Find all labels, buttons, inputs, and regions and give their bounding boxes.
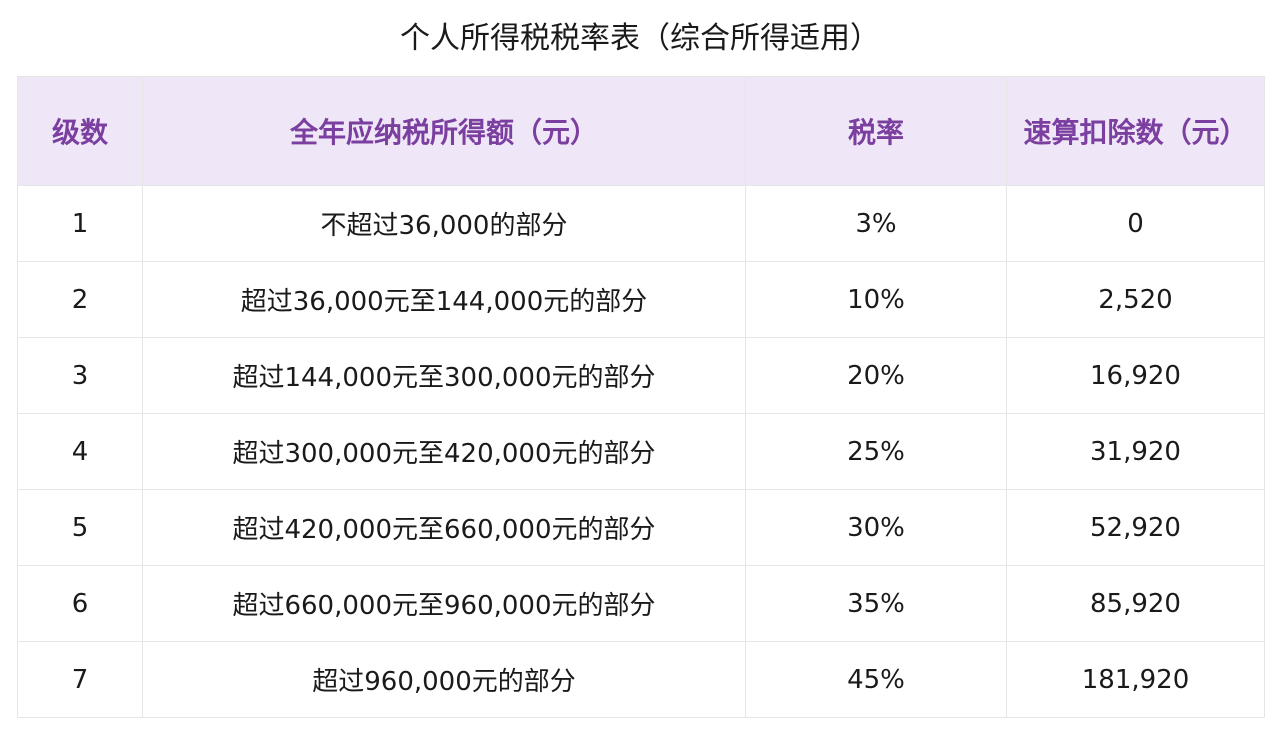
table-row: 7 超过960,000元的部分 45% 181,920 bbox=[17, 641, 1265, 718]
page-title: 个人所得税税率表（综合所得适用） bbox=[400, 21, 880, 56]
cell-tax-rate: 45% bbox=[745, 641, 1007, 718]
header-level: 级数 bbox=[17, 76, 143, 186]
cell-level: 7 bbox=[17, 641, 143, 718]
cell-taxable-income: 超过660,000元至960,000元的部分 bbox=[142, 565, 746, 642]
table-header: 级数 全年应纳税所得额（元） 税率 速算扣除数（元） bbox=[17, 76, 1265, 186]
header-row: 级数 全年应纳税所得额（元） 税率 速算扣除数（元） bbox=[17, 76, 1265, 186]
cell-quick-deduction: 52,920 bbox=[1006, 489, 1265, 566]
cell-level: 1 bbox=[17, 185, 143, 262]
cell-taxable-income: 不超过36,000的部分 bbox=[142, 185, 746, 262]
cell-quick-deduction: 181,920 bbox=[1006, 641, 1265, 718]
table-row: 1 不超过36,000的部分 3% 0 bbox=[17, 185, 1265, 262]
cell-taxable-income: 超过300,000元至420,000元的部分 bbox=[142, 413, 746, 490]
cell-tax-rate: 30% bbox=[745, 489, 1007, 566]
cell-tax-rate: 20% bbox=[745, 337, 1007, 414]
cell-quick-deduction: 31,920 bbox=[1006, 413, 1265, 490]
cell-taxable-income: 超过144,000元至300,000元的部分 bbox=[142, 337, 746, 414]
cell-tax-rate: 25% bbox=[745, 413, 1007, 490]
header-taxable-income: 全年应纳税所得额（元） bbox=[142, 76, 746, 186]
cell-quick-deduction: 16,920 bbox=[1006, 337, 1265, 414]
tax-rate-table: 级数 全年应纳税所得额（元） 税率 速算扣除数（元） 1 不超过36,000的部… bbox=[17, 76, 1265, 718]
cell-level: 3 bbox=[17, 337, 143, 414]
cell-tax-rate: 10% bbox=[745, 261, 1007, 338]
cell-quick-deduction: 0 bbox=[1006, 185, 1265, 262]
table-body: 1 不超过36,000的部分 3% 0 2 超过36,000元至144,000元… bbox=[17, 185, 1265, 718]
cell-quick-deduction: 85,920 bbox=[1006, 565, 1265, 642]
cell-tax-rate: 35% bbox=[745, 565, 1007, 642]
header-quick-deduction: 速算扣除数（元） bbox=[1006, 76, 1265, 186]
table-row: 3 超过144,000元至300,000元的部分 20% 16,920 bbox=[17, 337, 1265, 414]
table-row: 6 超过660,000元至960,000元的部分 35% 85,920 bbox=[17, 565, 1265, 642]
cell-taxable-income: 超过36,000元至144,000元的部分 bbox=[142, 261, 746, 338]
cell-level: 5 bbox=[17, 489, 143, 566]
table-row: 2 超过36,000元至144,000元的部分 10% 2,520 bbox=[17, 261, 1265, 338]
cell-taxable-income: 超过960,000元的部分 bbox=[142, 641, 746, 718]
cell-level: 6 bbox=[17, 565, 143, 642]
cell-quick-deduction: 2,520 bbox=[1006, 261, 1265, 338]
header-tax-rate: 税率 bbox=[745, 76, 1007, 186]
cell-taxable-income: 超过420,000元至660,000元的部分 bbox=[142, 489, 746, 566]
table-row: 5 超过420,000元至660,000元的部分 30% 52,920 bbox=[17, 489, 1265, 566]
table-row: 4 超过300,000元至420,000元的部分 25% 31,920 bbox=[17, 413, 1265, 490]
cell-level: 4 bbox=[17, 413, 143, 490]
cell-tax-rate: 3% bbox=[745, 185, 1007, 262]
cell-level: 2 bbox=[17, 261, 143, 338]
